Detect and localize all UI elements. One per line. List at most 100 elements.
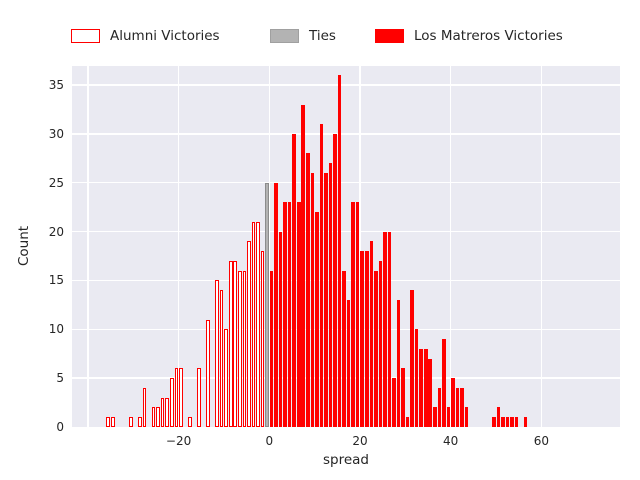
gridline-y-20 xyxy=(72,230,620,233)
gridline-y-15 xyxy=(72,279,620,282)
gridline-x--20 xyxy=(177,66,180,427)
gridline-x--40 xyxy=(87,66,89,427)
histogram-bar xyxy=(455,387,460,427)
histogram-bar xyxy=(514,417,519,427)
histogram-bar xyxy=(451,378,455,427)
histogram-bar xyxy=(387,231,392,427)
histogram-bar xyxy=(401,368,405,427)
histogram-bar xyxy=(306,153,310,427)
histogram-bar xyxy=(174,368,179,427)
histogram-bar xyxy=(111,417,115,427)
y-tick-label: 20 xyxy=(48,224,64,239)
histogram-bar xyxy=(410,290,414,427)
gridline-y-5 xyxy=(72,377,620,379)
histogram-bar xyxy=(296,202,301,427)
histogram-bar xyxy=(142,387,147,427)
x-tick-label: 40 xyxy=(443,434,459,448)
histogram-bar xyxy=(287,202,292,427)
legend-swatch-icon xyxy=(270,29,299,43)
legend: Alumni Victories Ties Los Matreros Victori… xyxy=(0,26,640,46)
legend-item: Los Matreros Victories xyxy=(375,26,563,46)
y-tick-label: 35 xyxy=(48,78,64,92)
legend-label: Ties xyxy=(309,28,336,44)
x-tick-label: 20 xyxy=(352,434,368,448)
histogram-bar xyxy=(501,417,505,427)
plot-area xyxy=(72,66,620,427)
histogram-bar xyxy=(396,299,401,427)
histogram-bar xyxy=(242,270,247,427)
histogram-bar xyxy=(260,251,265,427)
histogram-bar xyxy=(169,378,174,427)
x-tick-label: 60 xyxy=(533,434,550,448)
histogram-bar xyxy=(324,172,328,427)
gridline-x-0 xyxy=(268,66,270,427)
x-tick-label: −20 xyxy=(165,434,192,448)
legend-label: Los Matreros Victories xyxy=(414,28,563,44)
histogram-bar xyxy=(292,133,296,427)
histogram-bar xyxy=(165,397,170,427)
histogram-bar xyxy=(428,358,433,427)
histogram-bar xyxy=(156,407,160,427)
gridline-y-10 xyxy=(72,328,620,330)
histogram-bar xyxy=(505,417,510,427)
histogram-bar xyxy=(219,290,224,427)
gridline-x-20 xyxy=(359,66,361,427)
histogram-bar xyxy=(233,260,238,427)
histogram-bar xyxy=(523,417,528,427)
histogram-bar xyxy=(360,251,365,427)
y-tick-label: 10 xyxy=(48,322,64,337)
y-tick-label: 5 xyxy=(56,371,64,386)
histogram-bar xyxy=(269,270,274,427)
histogram-bar xyxy=(283,202,287,427)
histogram-bar xyxy=(491,417,496,427)
y-tick-label: 25 xyxy=(48,175,64,190)
histogram-bar xyxy=(414,329,419,427)
histogram-bar xyxy=(378,260,383,427)
gridline-y-35 xyxy=(72,84,620,86)
histogram-bar xyxy=(423,348,428,427)
histogram-bar xyxy=(215,280,219,427)
histogram-bar xyxy=(405,417,410,427)
histogram-bar xyxy=(138,417,142,427)
histogram-bar xyxy=(310,172,315,427)
histogram-bar xyxy=(328,163,333,427)
histogram-bar xyxy=(510,417,514,427)
histogram-bar xyxy=(419,348,423,427)
histogram-bar xyxy=(383,231,387,427)
legend-label: Alumni Victories xyxy=(110,28,220,44)
gridline-y-25 xyxy=(72,182,620,184)
histogram-bar xyxy=(364,251,369,427)
histogram-bar xyxy=(247,241,251,427)
histogram-bar xyxy=(342,270,346,427)
x-axis-label: spread xyxy=(322,452,370,468)
x-tick-label: 0 xyxy=(265,434,274,448)
gridline-y-30 xyxy=(72,133,620,135)
legend-item: Alumni Victories xyxy=(71,26,220,46)
histogram-bar xyxy=(129,417,133,427)
histogram-bar xyxy=(228,260,233,427)
histogram-bar xyxy=(179,368,183,427)
histogram-bar xyxy=(460,387,464,427)
histogram-bar xyxy=(433,407,437,427)
histogram-bar xyxy=(437,387,442,427)
legend-swatch-icon xyxy=(71,29,100,43)
histogram-bar xyxy=(496,407,501,427)
histogram-bar xyxy=(151,407,156,427)
histogram-bar xyxy=(464,407,469,427)
histogram-bar xyxy=(346,299,351,427)
histogram-bar xyxy=(333,133,337,427)
histogram-bar xyxy=(274,182,278,427)
legend-item: Ties xyxy=(270,26,336,46)
histogram-bar xyxy=(265,182,269,427)
histogram-bar xyxy=(224,329,228,427)
histogram-bar xyxy=(206,319,210,427)
histogram-bar xyxy=(351,202,355,427)
histogram-bar xyxy=(238,270,242,427)
histogram-bar xyxy=(197,368,201,427)
histogram-bar xyxy=(319,124,324,427)
histogram-bar xyxy=(278,231,283,427)
histogram-bar xyxy=(446,407,451,427)
legend-swatch-icon xyxy=(375,29,404,43)
y-tick-label: 15 xyxy=(48,273,64,288)
